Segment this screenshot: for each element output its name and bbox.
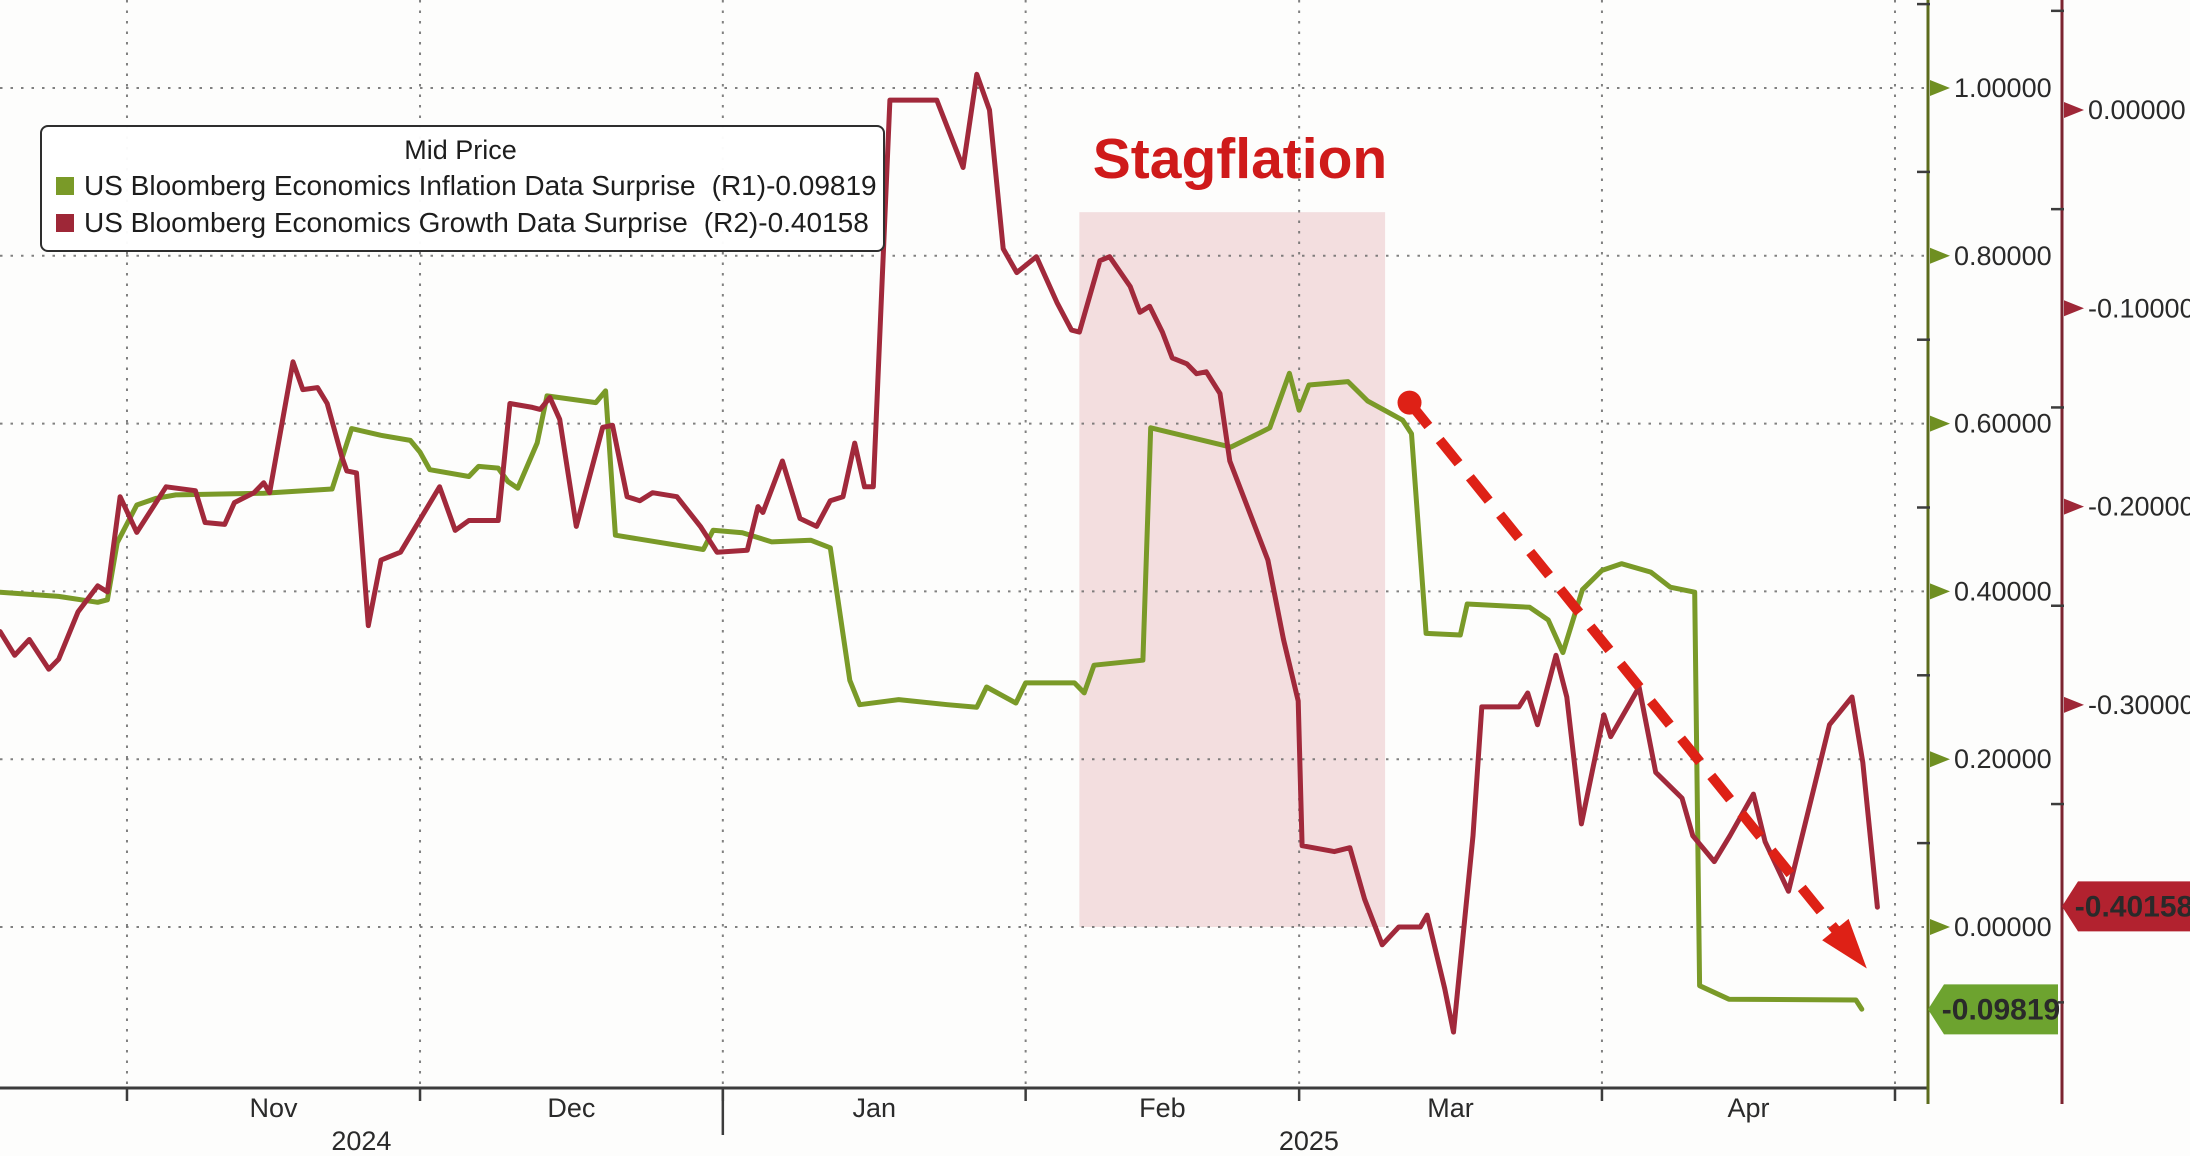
r2-tick-arrow-icon [2064,300,2084,317]
r1-last-value-text: -0.09819 [1942,993,2060,1026]
r1-axis-label: 0.00000 [1954,912,2052,942]
legend-axis-tag: (R2) [703,207,759,238]
inflation-surprise-line [0,370,1865,1012]
chart-legend: Mid Price US Bloomberg Economics Inflati… [40,125,885,252]
r2-axis-label: -0.20000 [2088,492,2190,522]
trend-arrow-shaft [1405,399,1850,946]
x-axis-month-label: Mar [1427,1093,1474,1123]
r1-last-value-badge [1928,984,2058,1035]
r1-axis-label: 1.00000 [1954,73,2052,103]
legend-series-value: -0.40158 [758,207,869,238]
stagflation-band [1079,212,1386,927]
x-axis-year-label: 2024 [331,1126,391,1156]
r1-axis-label: 0.40000 [1954,576,2052,606]
r2-axis-label: -0.10000 [2088,293,2190,323]
r2-tick-arrow-icon [2064,498,2084,515]
growth-series-swatch-icon [56,213,74,232]
r1-tick-arrow-icon [1930,415,1950,432]
r1-tick-arrow-icon [1930,751,1950,768]
legend-row-inflation: US Bloomberg Economics Inflation Data Su… [56,167,877,204]
r2-last-value-text: -0.40158 [2075,890,2190,923]
r2-axis-label: -0.30000 [2088,690,2190,720]
x-axis-month-label: Apr [1727,1093,1769,1123]
r2-last-value-badge [2062,881,2190,932]
x-axis-month-label: Jan [852,1093,896,1123]
legend-series-label: US Bloomberg Economics Inflation Data Su… [84,170,696,201]
r2-axis-label: 0.00000 [2088,95,2186,125]
r1-tick-arrow-icon [1930,80,1950,96]
x-axis-month-label: Nov [249,1093,298,1123]
trend-arrow-start-dot [1397,390,1422,415]
stagflation-annotation: Stagflation [1092,127,1388,191]
growth-surprise-line [0,71,1880,1035]
x-axis-month-label: Feb [1139,1093,1186,1123]
trend-arrow-head-icon [1822,918,1867,969]
inflation-series-swatch-icon [56,176,74,195]
legend-title: Mid Price [404,135,517,165]
legend-series-label: US Bloomberg Economics Growth Data Surpr… [84,207,688,238]
r2-tick-arrow-icon [2064,102,2084,118]
legend-axis-tag: (R1) [711,170,767,201]
x-axis-year-label: 2025 [1279,1126,1339,1156]
r1-axis-label: 0.80000 [1954,241,2052,271]
r1-axis-label: 0.60000 [1954,409,2052,439]
legend-row-growth: US Bloomberg Economics Growth Data Surpr… [56,204,869,241]
r2-tick-arrow-icon [2064,696,2084,713]
r1-axis-label: 0.20000 [1954,744,2052,774]
legend-series-value: -0.09819 [766,170,877,201]
r1-tick-arrow-icon [1930,583,1950,600]
r1-tick-arrow-icon [1930,247,1950,264]
r1-tick-arrow-icon [1930,919,1950,935]
x-axis-month-label: Dec [547,1093,595,1123]
